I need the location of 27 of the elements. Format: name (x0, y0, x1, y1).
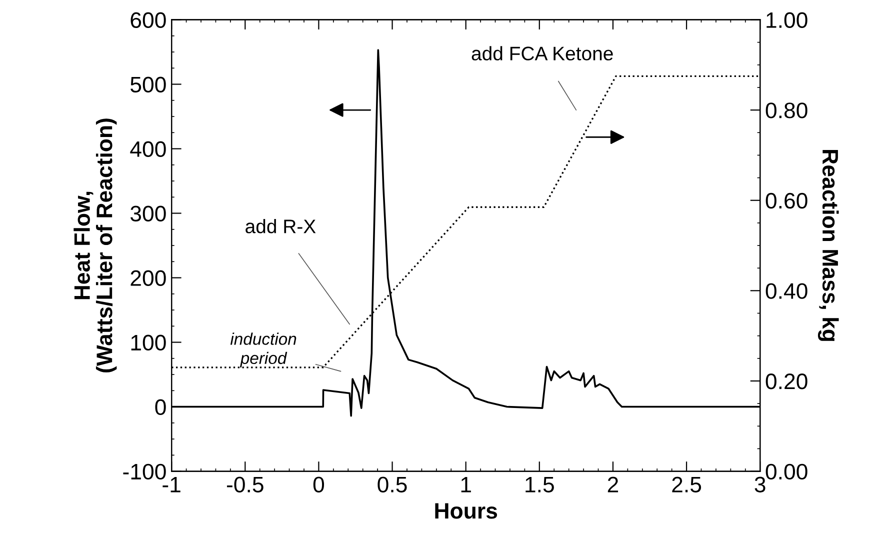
y2-tick-label: 0.80 (766, 102, 808, 118)
annotation: add R-X (246, 219, 316, 234)
x-tick-label: -0.5 (226, 476, 264, 492)
y-tick-label: 600 (130, 12, 166, 28)
x-tick-label: 0.5 (378, 476, 407, 492)
x-tick-label: 3 (754, 476, 766, 492)
y2-axis-title: Reaction Mass, kg (818, 150, 839, 341)
x-axis-title: Hours (435, 503, 498, 519)
y2-tick-label: 0.40 (766, 283, 808, 299)
x-tick-label: 2.5 (672, 476, 702, 492)
y-tick-label: 100 (131, 334, 166, 351)
x-tick-label: 1 (461, 476, 471, 492)
y-tick-label: 300 (130, 206, 166, 222)
y-tick-label: 400 (130, 141, 166, 158)
y2-tick-label: 0.20 (766, 374, 808, 390)
y2-tick-label: 1.00 (766, 12, 808, 28)
x-tick-label: 0 (313, 476, 324, 492)
y-tick-label: 200 (130, 270, 166, 286)
x-tick-label: 1.5 (526, 476, 554, 492)
annotation: induction period (230, 332, 296, 368)
y2-tick-label: 0.60 (766, 192, 808, 209)
y-tick-label: 0 (155, 399, 166, 416)
x-tick-label: 2 (608, 476, 618, 492)
annotation: add FCA Ketone (472, 46, 613, 60)
y-axis-title: Heat Flow, (Watts/Liter of Reaction) (74, 118, 117, 372)
y2-tick-label: 0.00 (766, 464, 808, 480)
y-tick-label: 500 (130, 76, 166, 93)
